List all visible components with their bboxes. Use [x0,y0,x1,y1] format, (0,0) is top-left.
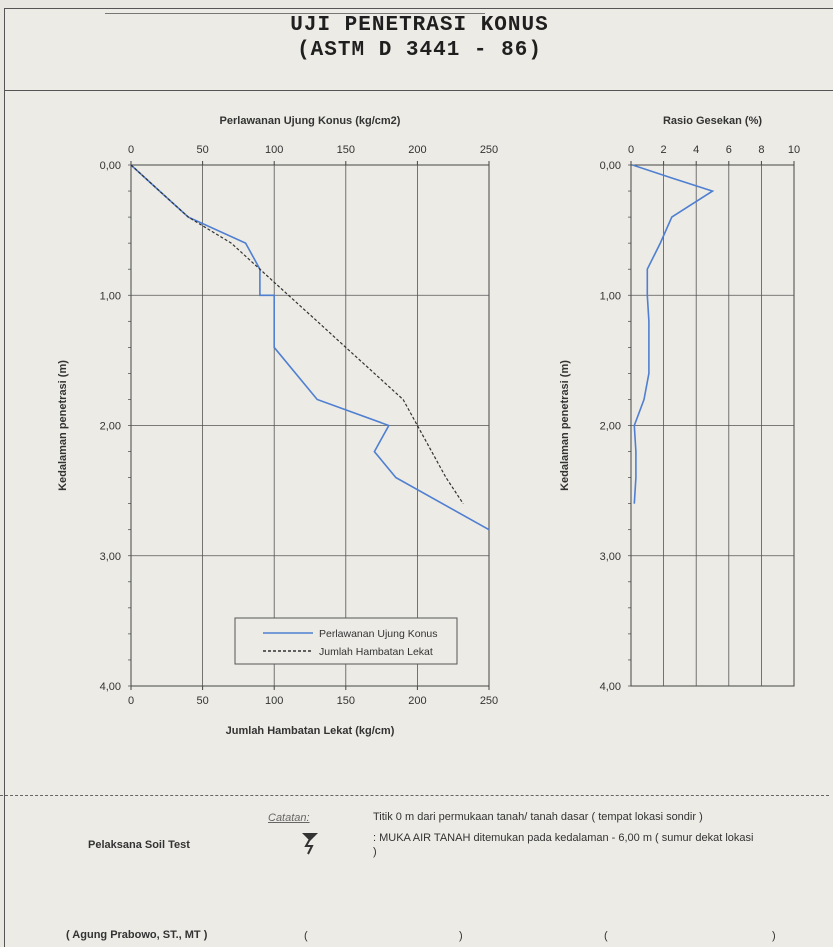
y-axis-label-1: Kedalaman penetrasi (m) [57,360,69,491]
x-tick-top-2: 2 [661,144,667,156]
legend-label-1: Perlawanan Ujung Konus [319,628,438,640]
series-line-1-2 [130,164,464,505]
note-line-2: : MUKA AIR TANAH ditemukan pada kedalama… [373,832,754,844]
x-tick-top-1: 250 [480,144,498,156]
x-tick-top-1: 50 [196,144,208,156]
note-line-2-cont: ) [373,846,377,858]
x-tick-top-1: 0 [128,144,134,156]
x-tick-bottom-1: 150 [337,695,355,707]
signature-3-open: ( [604,930,608,942]
note-line-1: Titik 0 m dari permukaan tanah/ tanah da… [373,811,703,823]
x-tick-bottom-1: 200 [408,695,426,707]
signature-2-open: ( [304,930,308,942]
signature-3-close: ) [772,930,776,942]
chart-title-1: Perlawanan Ujung Konus (kg/cm2) [220,115,401,127]
series-line-1-1 [130,164,490,531]
catatan-label: Catatan: [268,812,310,824]
x-tick-bottom-1: 100 [265,695,283,707]
x-tick-top-2: 6 [726,144,732,156]
report-standard: (ASTM D 3441 - 86) [297,39,542,62]
y-tick-1: 4,00 [100,681,121,693]
water-table-icon [302,833,318,855]
x-tick-top-1: 100 [265,144,283,156]
x-tick-top-1: 150 [337,144,355,156]
series-line-2-1 [632,164,715,504]
y-tick-2: 0,00 [600,160,621,172]
x-tick-top-2: 8 [758,144,764,156]
y-tick-1: 3,00 [100,551,121,563]
legend-box [234,617,458,665]
chart-title-2: Rasio Gesekan (%) [663,115,762,127]
y-tick-2: 3,00 [600,551,621,563]
x-tick-top-2: 10 [788,144,800,156]
signature-2-close: ) [459,930,463,942]
x-tick-bottom-1: 0 [128,695,134,707]
executor-label: Pelaksana Soil Test [88,839,190,851]
y-axis-label-2: Kedalaman penetrasi (m) [559,360,571,491]
x-tick-top-2: 4 [693,144,699,156]
y-tick-1: 2,00 [100,421,121,433]
x-axis-label-1: Jumlah Hambatan Lekat (kg/cm) [226,725,395,737]
footer-divider [0,795,829,796]
x-tick-top-2: 0 [628,144,634,156]
y-tick-2: 1,00 [600,290,621,302]
title-box: UJI PENETRASI KONUS (ASTM D 3441 - 86) [5,9,833,91]
executor-name: ( Agung Prabowo, ST., MT ) [66,929,208,941]
legend-label-2: Jumlah Hambatan Lekat [319,646,433,658]
y-tick-1: 0,00 [100,160,121,172]
y-tick-2: 4,00 [600,681,621,693]
top-underline [105,9,485,14]
x-tick-bottom-1: 50 [196,695,208,707]
x-tick-top-1: 200 [408,144,426,156]
report-title: UJI PENETRASI KONUS [290,14,549,37]
y-tick-2: 2,00 [600,421,621,433]
x-tick-bottom-1: 250 [480,695,498,707]
y-tick-1: 1,00 [100,290,121,302]
